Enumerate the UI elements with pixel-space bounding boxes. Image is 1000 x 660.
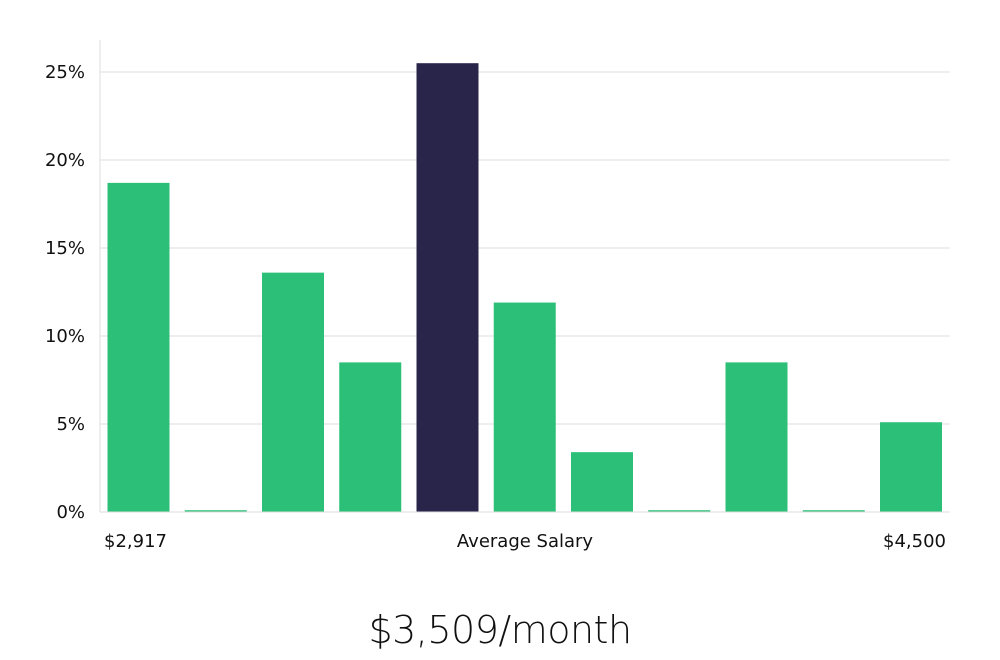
bar (339, 362, 402, 512)
y-tick-label: 15% (45, 238, 85, 259)
y-tick-label: 10% (45, 326, 85, 347)
bar (571, 452, 633, 512)
x-min-label: $2,917 (104, 531, 167, 552)
bar (725, 362, 788, 512)
bar (880, 422, 942, 512)
y-tick-label: 20% (45, 150, 85, 171)
x-max-label: $4,500 (883, 531, 946, 552)
bar (262, 272, 324, 512)
y-tick-label: 5% (56, 414, 85, 435)
x-axis-label: Average Salary (457, 531, 594, 552)
y-tick-label: 25% (45, 62, 85, 83)
bar (648, 510, 711, 512)
bar (493, 302, 556, 512)
y-tick-label: 0% (56, 502, 85, 523)
bar-highlighted (416, 63, 479, 512)
salary-histogram: 0% 5% 10% 15% 20% 25% $2,917 Average Salary $… (45, 40, 950, 552)
bar (802, 510, 865, 512)
average-salary-summary: $3,509/month (368, 608, 632, 652)
bar (107, 182, 170, 512)
bar (184, 510, 247, 512)
